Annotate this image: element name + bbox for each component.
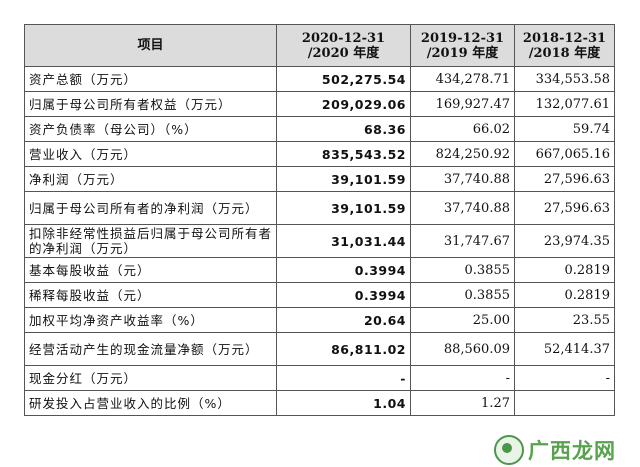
cell-2018 — [514, 390, 615, 416]
financial-table-container: 项目 2020-12-31/2020 年度 2019-12-31/2019 年度… — [24, 24, 615, 416]
table-row: 现金分红（万元） - - - — [24, 365, 615, 391]
cell-2020: 39,101.59 — [276, 191, 411, 225]
row-label: 资产负债率（母公司）（%） — [24, 116, 277, 142]
row-label: 加权平均净资产收益率（%） — [24, 307, 277, 333]
cell-2018: 27,596.63 — [514, 191, 615, 225]
table-header-row: 项目 2020-12-31/2020 年度 2019-12-31/2019 年度… — [24, 24, 615, 67]
cell-2019: 824,250.92 — [410, 141, 515, 167]
cell-2020: 209,029.06 — [276, 91, 411, 117]
cell-2018: 23.55 — [514, 307, 615, 333]
cell-2020: 86,811.02 — [276, 332, 411, 366]
cell-2020: 0.3994 — [276, 257, 411, 283]
table-row: 基本每股收益（元） 0.3994 0.3855 0.2819 — [24, 257, 615, 283]
watermark-text: 广西龙网 — [528, 439, 616, 463]
cell-2020: 20.64 — [276, 307, 411, 333]
cell-2018: 59.74 — [514, 116, 615, 142]
row-label: 经营活动产生的现金流量净额（万元） — [24, 332, 277, 366]
row-label: 资产总额（万元） — [24, 66, 277, 92]
cell-2020: 39,101.59 — [276, 166, 411, 192]
cell-2019: 88,560.09 — [410, 332, 515, 366]
cell-2019: 37,740.88 — [410, 166, 515, 192]
row-label: 净利润（万元） — [24, 166, 277, 192]
row-label: 稀释每股收益（元） — [24, 282, 277, 308]
watermark: 广西龙网 — [494, 433, 634, 467]
header-item: 项目 — [24, 24, 277, 67]
row-label: 研发投入占营业收入的比例（%） — [24, 390, 277, 416]
row-label: 营业收入（万元） — [24, 141, 277, 167]
cell-2018: 334,553.58 — [514, 66, 615, 92]
cell-2018: 132,077.61 — [514, 91, 615, 117]
table-row: 扣除非经常性损益后归属于母公司所有者的净利润（万元） 31,031.44 31,74… — [24, 224, 615, 258]
cell-2019: 434,278.71 — [410, 66, 515, 92]
cell-2020: 502,275.54 — [276, 66, 411, 92]
header-2020: 2020-12-31/2020 年度 — [276, 24, 411, 67]
cell-2018: 0.2819 — [514, 282, 615, 308]
watermark-logo-icon — [494, 435, 524, 465]
cell-2018: 0.2819 — [514, 257, 615, 283]
row-label: 现金分红（万元） — [24, 365, 277, 391]
cell-2019: 37,740.88 — [410, 191, 515, 225]
cell-2018: 52,414.37 — [514, 332, 615, 366]
table-row: 营业收入（万元） 835,543.52 824,250.92 667,065.16 — [24, 141, 615, 167]
cell-2020: 31,031.44 — [276, 224, 411, 258]
cell-2019: 66.02 — [410, 116, 515, 142]
cell-2019: - — [410, 365, 515, 391]
cell-2020: 835,543.52 — [276, 141, 411, 167]
cell-2020: 0.3994 — [276, 282, 411, 308]
table-row: 归属于母公司所有者的净利润（万元） 39,101.59 37,740.88 27,59… — [24, 191, 615, 225]
cell-2019: 169,927.47 — [410, 91, 515, 117]
table-row: 资产负债率（母公司）（%） 68.36 66.02 59.74 — [24, 116, 615, 142]
financial-summary-table: 项目 2020-12-31/2020 年度 2019-12-31/2019 年度… — [24, 24, 615, 416]
cell-2019: 25.00 — [410, 307, 515, 333]
row-label: 归属于母公司所有者的净利润（万元） — [24, 191, 277, 225]
table-row: 研发投入占营业收入的比例（%） 1.04 1.27 — [24, 390, 615, 416]
cell-2019: 0.3855 — [410, 282, 515, 308]
header-2018: 2018-12-31/2018 年度 — [514, 24, 615, 67]
cell-2018: 667,065.16 — [514, 141, 615, 167]
row-label: 扣除非经常性损益后归属于母公司所有者的净利润（万元） — [24, 224, 277, 258]
table-row: 归属于母公司所有者权益（万元） 209,029.06 169,927.47 132,0… — [24, 91, 615, 117]
header-2019: 2019-12-31/2019 年度 — [410, 24, 515, 67]
row-label: 归属于母公司所有者权益（万元） — [24, 91, 277, 117]
table-row: 净利润（万元） 39,101.59 37,740.88 27,596.63 — [24, 166, 615, 192]
table-row: 稀释每股收益（元） 0.3994 0.3855 0.2819 — [24, 282, 615, 308]
cell-2018: 23,974.35 — [514, 224, 615, 258]
cell-2018: - — [514, 365, 615, 391]
table-row: 加权平均净资产收益率（%） 20.64 25.00 23.55 — [24, 307, 615, 333]
cell-2020: 68.36 — [276, 116, 411, 142]
cell-2019: 0.3855 — [410, 257, 515, 283]
cell-2020: 1.04 — [276, 390, 411, 416]
cell-2018: 27,596.63 — [514, 166, 615, 192]
row-label: 基本每股收益（元） — [24, 257, 277, 283]
cell-2019: 31,747.67 — [410, 224, 515, 258]
cell-2020: - — [276, 365, 411, 391]
cell-2019: 1.27 — [410, 390, 515, 416]
table-row: 经营活动产生的现金流量净额（万元） 86,811.02 88,560.09 52,41… — [24, 332, 615, 366]
table-row: 资产总额（万元） 502,275.54 434,278.71 334,553.58 — [24, 66, 615, 92]
